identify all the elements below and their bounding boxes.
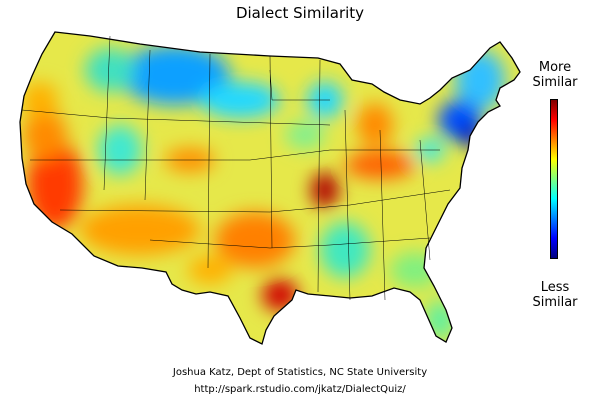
state-borders [21, 35, 451, 301]
heat-blob [22, 82, 58, 118]
heat-blob [262, 279, 298, 311]
heat-blob [120, 45, 230, 105]
heat-blob [200, 82, 280, 118]
heat-blob [320, 222, 370, 278]
heat-blob [311, 172, 339, 208]
heat-blob [85, 48, 135, 92]
heat-blob [27, 140, 83, 230]
legend-low-label: Less Similar [532, 280, 578, 310]
map-title: Dialect Similarity [235, 4, 365, 22]
heat-blob [215, 212, 295, 268]
heat-blob [285, 121, 325, 149]
us-outline [19, 31, 521, 345]
heat-blob [188, 256, 232, 284]
heat-blob [23, 110, 67, 160]
heat-blob [345, 151, 415, 179]
legend-colorbar [550, 99, 558, 259]
heat-blob [357, 103, 393, 147]
heat-blob [98, 125, 142, 175]
credit-url[interactable]: http://spark.rstudio.com/jkatz/DialectQu… [194, 384, 406, 395]
heat-blob [80, 205, 200, 255]
legend-high-label: More Similar [532, 60, 578, 90]
credit-author: Joshua Katz, Dept of Statistics, NC Stat… [172, 367, 428, 378]
